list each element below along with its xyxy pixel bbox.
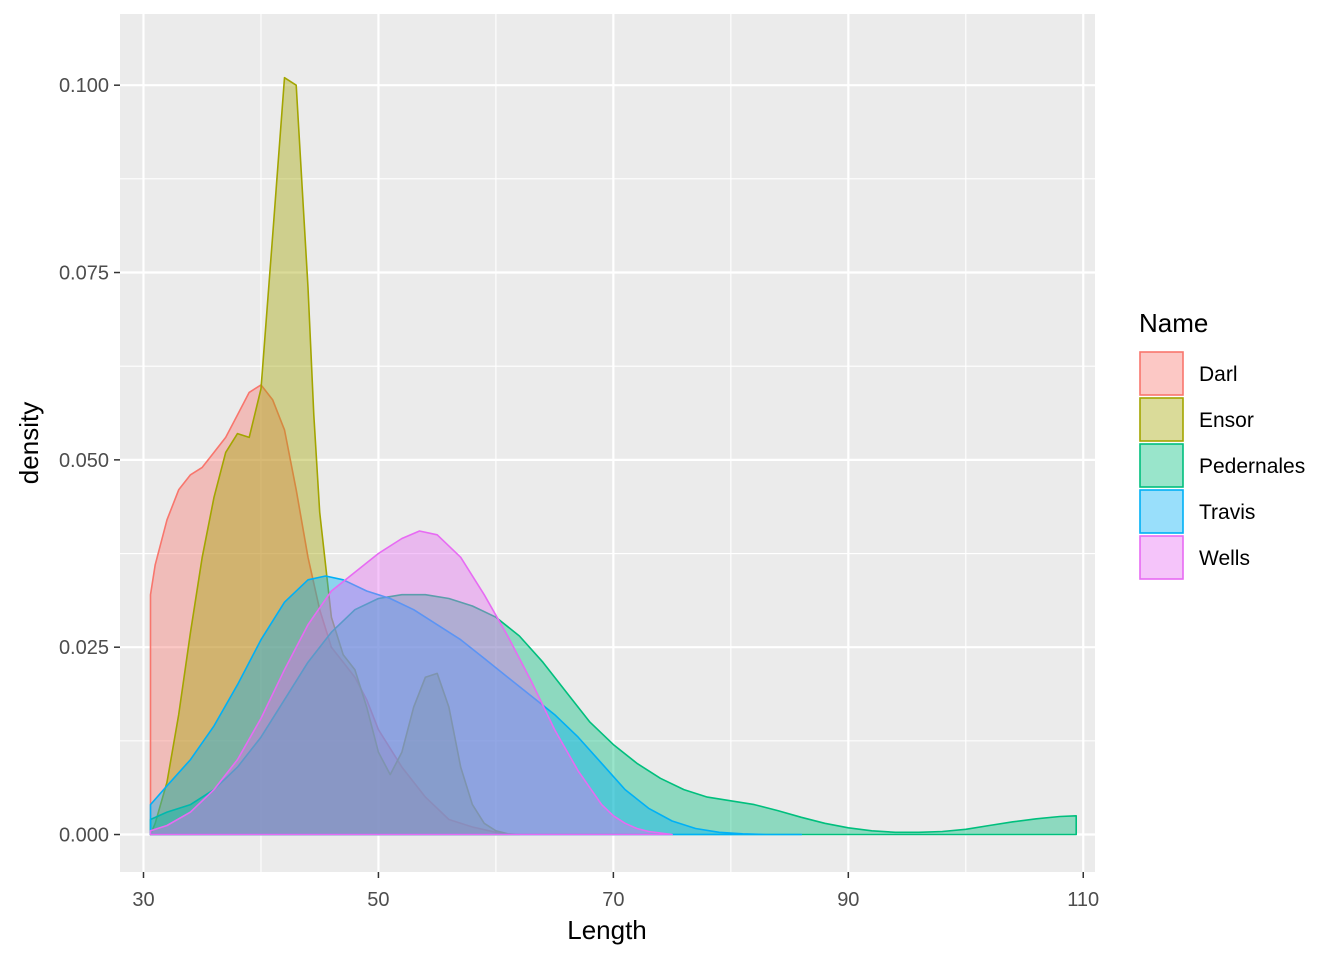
legend-label-ensor: Ensor bbox=[1199, 409, 1254, 432]
density-area-ensor bbox=[149, 76, 521, 836]
legend-key-pedernales bbox=[1139, 443, 1184, 488]
legend-label-darl: Darl bbox=[1199, 363, 1238, 386]
x-tick-label: 70 bbox=[602, 889, 624, 911]
x-axis-title: Length bbox=[567, 915, 647, 945]
legend-key-darl bbox=[1139, 351, 1184, 396]
y-tick-label: 0.050 bbox=[59, 450, 109, 472]
y-tick-label: 0.100 bbox=[59, 75, 109, 97]
density-area-pedernales bbox=[149, 593, 1077, 836]
y-tick-label: 0.000 bbox=[59, 825, 109, 847]
x-tick-label: 110 bbox=[1067, 889, 1099, 911]
density-area-darl bbox=[149, 384, 509, 836]
legend-title: Name bbox=[1139, 308, 1208, 338]
y-axis-title: density bbox=[14, 402, 44, 484]
density-areas bbox=[149, 76, 1077, 836]
minor-gridlines bbox=[120, 14, 1095, 872]
y-tick-label: 0.025 bbox=[59, 637, 109, 659]
legend: Name Darl Ensor Pedernales Travis Wells bbox=[1139, 308, 1305, 580]
x-tick-label: 50 bbox=[367, 889, 389, 911]
density-area-travis bbox=[149, 575, 803, 836]
y-axis: 0.000 0.025 0.050 0.075 0.100 bbox=[59, 75, 120, 847]
legend-key-travis bbox=[1139, 489, 1184, 534]
x-axis: 30 50 70 90 110 bbox=[132, 872, 1099, 911]
legend-label-travis: Travis bbox=[1199, 501, 1255, 524]
x-tick-label: 90 bbox=[837, 889, 859, 911]
density-area-wells bbox=[149, 530, 673, 836]
legend-label-wells: Wells bbox=[1199, 547, 1250, 570]
y-tick-label: 0.075 bbox=[59, 263, 109, 285]
legend-key-ensor bbox=[1139, 397, 1184, 442]
legend-label-pedernales: Pedernales bbox=[1199, 455, 1305, 478]
x-tick-label: 30 bbox=[132, 889, 154, 911]
plot-panel bbox=[120, 14, 1095, 872]
major-gridlines bbox=[120, 14, 1095, 872]
legend-key-wells bbox=[1139, 535, 1184, 580]
